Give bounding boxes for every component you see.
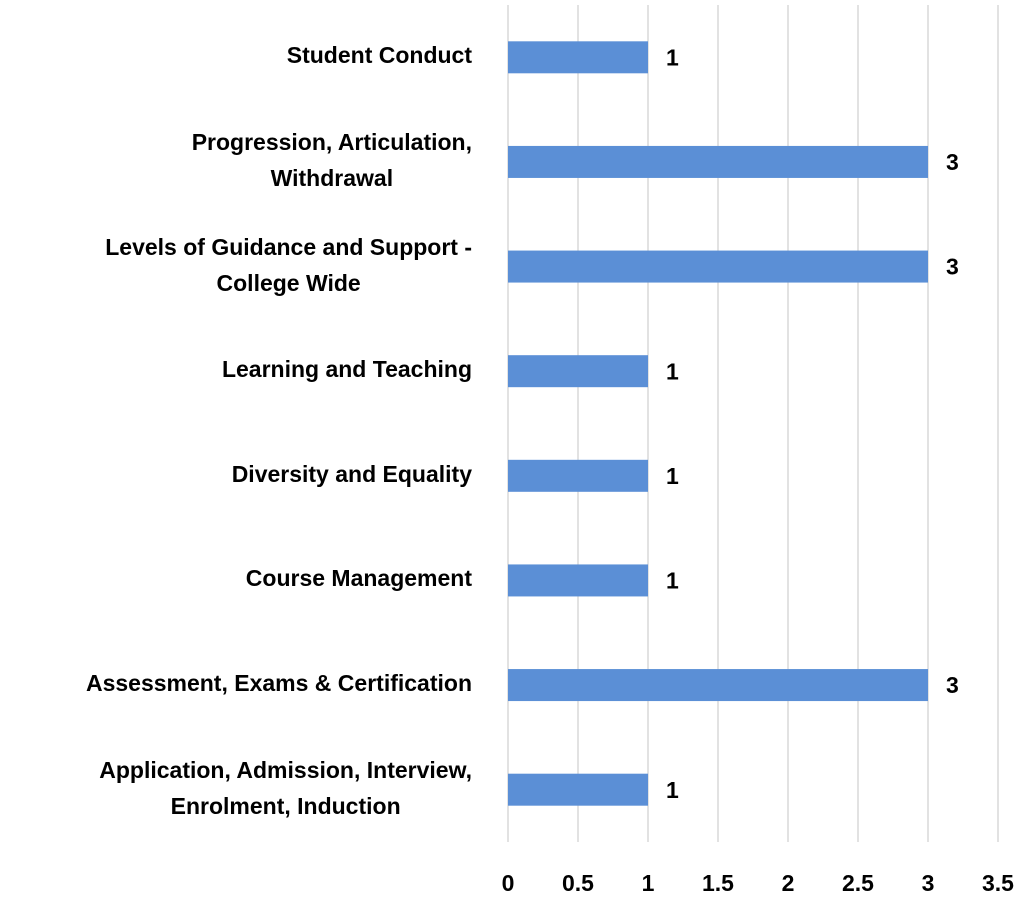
bar (508, 669, 928, 702)
data-label: 1 (666, 568, 679, 594)
x-tick-label: 0.5 (562, 870, 594, 896)
data-label: 1 (666, 463, 679, 489)
bar (508, 355, 648, 388)
y-tick-label: Student Conduct (286, 42, 472, 69)
data-label: 1 (666, 777, 679, 803)
y-tick-label: Application, Admission, Interview, Enrol… (99, 756, 472, 819)
y-tick-label: Levels of Guidance and Support - College… (105, 233, 472, 296)
data-label: 3 (946, 254, 959, 280)
x-tick-label: 2.5 (842, 870, 874, 896)
y-tick-label: Diversity and Equality (231, 460, 472, 487)
bar (508, 145, 928, 178)
y-tick-label: Course Management (245, 565, 472, 592)
x-tick-label: 3 (922, 870, 935, 896)
bar (508, 564, 648, 597)
y-tick-label: Learning and Teaching (221, 356, 472, 383)
x-tick-label: 3.5 (982, 870, 1014, 896)
data-label: 1 (666, 358, 679, 384)
x-tick-label: 1.5 (702, 870, 734, 896)
data-label: 3 (946, 149, 959, 175)
x-tick-label: 0 (502, 870, 515, 896)
bar (508, 459, 648, 492)
y-tick-label: Assessment, Exams & Certification (85, 670, 472, 697)
bar (508, 41, 648, 74)
data-label: 1 (666, 44, 679, 70)
data-label: 3 (946, 672, 959, 698)
y-tick-label: Progression, Articulation, Withdrawal (191, 128, 472, 191)
bar (508, 250, 928, 283)
x-tick-label: 2 (782, 870, 795, 896)
bar (508, 773, 648, 806)
x-tick-label: 1 (642, 870, 655, 896)
